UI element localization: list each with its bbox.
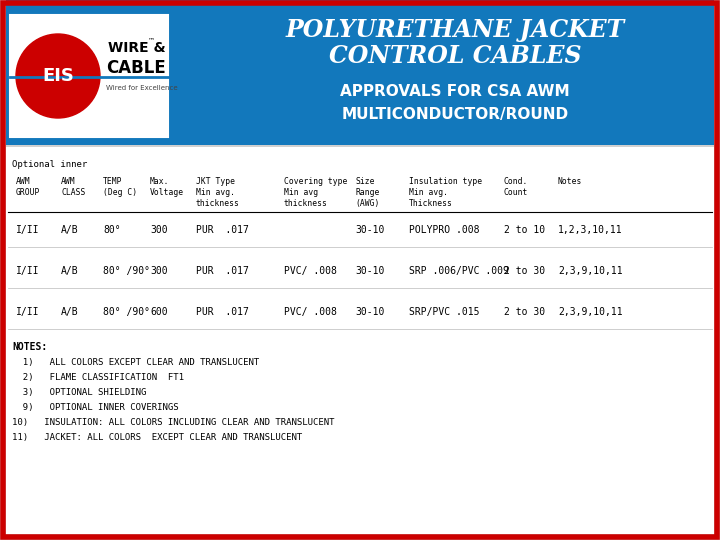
Bar — [6, 0, 714, 145]
Text: Count: Count — [504, 188, 528, 197]
Text: 11)   JACKET: ALL COLORS  EXCEPT CLEAR AND TRANSLUCENT: 11) JACKET: ALL COLORS EXCEPT CLEAR AND … — [12, 433, 302, 442]
Text: Wired for Excellence: Wired for Excellence — [106, 85, 178, 91]
Text: 80°: 80° — [103, 225, 121, 235]
Text: Min avg.: Min avg. — [196, 188, 235, 197]
Text: A/B: A/B — [61, 225, 78, 235]
Text: 300: 300 — [150, 266, 168, 276]
Text: 80° /90°: 80° /90° — [103, 266, 150, 276]
Text: 2,3,9,10,11: 2,3,9,10,11 — [558, 307, 623, 317]
Text: EIS: EIS — [42, 67, 74, 85]
Text: 2 to 30: 2 to 30 — [504, 266, 545, 276]
Text: 10)   INSULATION: ALL COLORS INCLUDING CLEAR AND TRANSLUCENT: 10) INSULATION: ALL COLORS INCLUDING CLE… — [12, 418, 335, 427]
Text: 1,2,3,10,11: 1,2,3,10,11 — [558, 225, 623, 235]
Text: 9)   OPTIONAL INNER COVERINGS: 9) OPTIONAL INNER COVERINGS — [12, 403, 179, 412]
Text: PUR  .017: PUR .017 — [196, 307, 249, 317]
Text: Range: Range — [355, 188, 379, 197]
Text: CLASS: CLASS — [61, 188, 86, 197]
Text: GROUP: GROUP — [16, 188, 40, 197]
Text: SRP/PVC .015: SRP/PVC .015 — [409, 307, 480, 317]
Text: TEMP: TEMP — [103, 177, 122, 186]
Text: I/II: I/II — [16, 225, 40, 235]
Text: 80° /90°: 80° /90° — [103, 307, 150, 317]
Text: PUR  .017: PUR .017 — [196, 225, 249, 235]
Text: Insulation type: Insulation type — [409, 177, 482, 186]
Text: I/II: I/II — [16, 266, 40, 276]
Text: ™: ™ — [148, 37, 155, 43]
Text: PVC/ .008: PVC/ .008 — [284, 266, 337, 276]
Text: (Deg C): (Deg C) — [103, 188, 137, 197]
Text: WIRE &: WIRE & — [108, 41, 166, 55]
Text: SRP .006/PVC .009: SRP .006/PVC .009 — [409, 266, 509, 276]
Text: Min avg: Min avg — [284, 188, 318, 197]
Text: POLYURETHANE JACKET: POLYURETHANE JACKET — [285, 18, 625, 42]
Text: AWM: AWM — [16, 177, 31, 186]
Text: CABLE: CABLE — [106, 59, 166, 77]
Text: CONTROL CABLES: CONTROL CABLES — [329, 44, 581, 68]
Text: thickness: thickness — [284, 199, 328, 208]
Text: 30-10: 30-10 — [355, 266, 384, 276]
Text: MULTICONDUCTOR/ROUND: MULTICONDUCTOR/ROUND — [341, 107, 569, 123]
Text: A/B: A/B — [61, 266, 78, 276]
Text: A/B: A/B — [61, 307, 78, 317]
Text: Min avg.: Min avg. — [409, 188, 448, 197]
Text: Notes: Notes — [558, 177, 582, 186]
Bar — [10, 15, 168, 137]
Text: 2,3,9,10,11: 2,3,9,10,11 — [558, 266, 623, 276]
Text: 2 to 30: 2 to 30 — [504, 307, 545, 317]
Text: 2 to 10: 2 to 10 — [504, 225, 545, 235]
Text: JKT Type: JKT Type — [196, 177, 235, 186]
Text: Voltage: Voltage — [150, 188, 184, 197]
Text: APPROVALS FOR CSA AWM: APPROVALS FOR CSA AWM — [340, 84, 570, 99]
Text: PUR  .017: PUR .017 — [196, 266, 249, 276]
Text: AWM: AWM — [61, 177, 76, 186]
Text: Covering type: Covering type — [284, 177, 347, 186]
Text: 2)   FLAME CLASSIFICATION  FT1: 2) FLAME CLASSIFICATION FT1 — [12, 373, 184, 382]
Text: Optional inner: Optional inner — [12, 160, 87, 169]
Text: PVC/ .008: PVC/ .008 — [284, 307, 337, 317]
Text: thickness: thickness — [196, 199, 240, 208]
Text: Size: Size — [355, 177, 374, 186]
Text: NOTES:: NOTES: — [12, 342, 48, 352]
Circle shape — [16, 34, 100, 118]
Text: 300: 300 — [150, 225, 168, 235]
Text: Cond.: Cond. — [504, 177, 528, 186]
Bar — [6, 147, 714, 534]
Text: I/II: I/II — [16, 307, 40, 317]
Text: 600: 600 — [150, 307, 168, 317]
Text: POLYPRO .008: POLYPRO .008 — [409, 225, 480, 235]
Text: (AWG): (AWG) — [355, 199, 379, 208]
Text: 3)   OPTIONAL SHIELDING: 3) OPTIONAL SHIELDING — [12, 388, 146, 397]
Text: 30-10: 30-10 — [355, 225, 384, 235]
Text: 1)   ALL COLORS EXCEPT CLEAR AND TRANSLUCENT: 1) ALL COLORS EXCEPT CLEAR AND TRANSLUCE… — [12, 358, 259, 367]
Text: Thickness: Thickness — [409, 199, 453, 208]
Text: 30-10: 30-10 — [355, 307, 384, 317]
Text: Max.: Max. — [150, 177, 169, 186]
